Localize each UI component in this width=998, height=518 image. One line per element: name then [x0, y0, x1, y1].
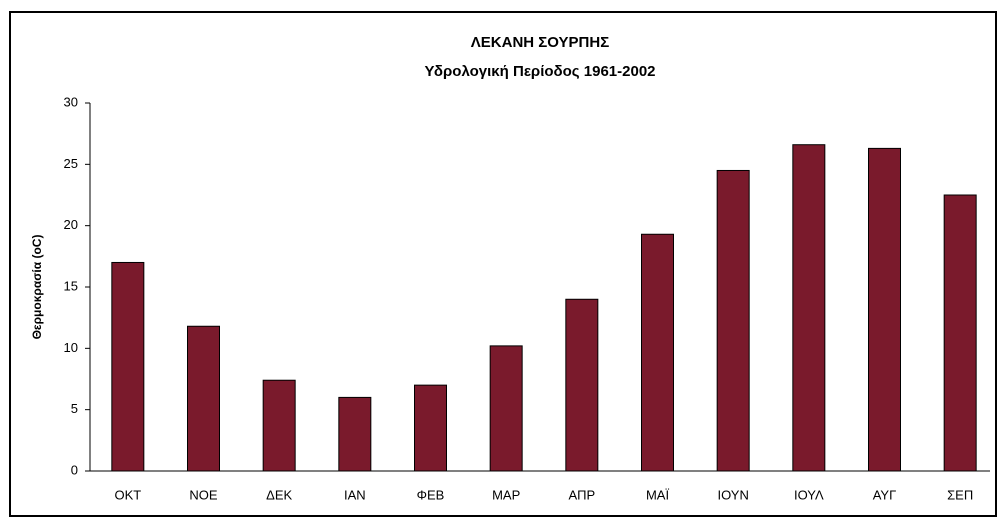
x-tick-label: ΜΑΪ	[646, 487, 670, 502]
x-tick-label: ΟΚΤ	[114, 487, 141, 502]
y-tick-label: 20	[64, 217, 78, 232]
bar	[792, 144, 826, 472]
x-tick-label: ΙΑΝ	[344, 487, 366, 502]
x-tick-label: ΜΑΡ	[492, 487, 520, 502]
y-tick-label: 5	[71, 401, 78, 416]
bar	[414, 384, 447, 472]
bar	[716, 169, 750, 472]
x-tick-label: ΑΠΡ	[568, 487, 595, 502]
bar	[943, 194, 977, 472]
x-tick-label: ΙΟΥΛ	[794, 487, 824, 502]
y-axis-label: Θερμοκρασία (oC)	[30, 235, 44, 340]
bar	[868, 147, 901, 472]
bar	[262, 379, 296, 472]
y-tick-label: 0	[71, 462, 78, 477]
y-tick-label: 15	[64, 278, 78, 293]
x-tick-label: ΑΥΓ	[873, 487, 897, 502]
y-tick-label: 25	[64, 156, 78, 171]
bar	[489, 345, 523, 472]
y-tick-label: 10	[64, 340, 78, 355]
bar	[338, 396, 372, 472]
bar	[111, 261, 145, 472]
x-tick-label: ΔΕΚ	[266, 487, 292, 502]
y-tick-label: 30	[64, 94, 78, 109]
x-tick-label: ΝΟΕ	[189, 487, 218, 502]
x-tick-label: ΙΟΥΝ	[717, 487, 748, 502]
x-tick-label: ΦΕΒ	[417, 487, 445, 502]
bar	[187, 325, 220, 472]
bar	[565, 298, 599, 472]
chart-title: ΛΕΚΑΝΗ ΣΟΥΡΠΗΣ	[471, 34, 609, 51]
x-tick-label: ΣΕΠ	[947, 487, 973, 502]
bar	[641, 233, 674, 472]
chart-subtitle: Υδρολογική Περίοδος 1961-2002	[424, 63, 655, 80]
